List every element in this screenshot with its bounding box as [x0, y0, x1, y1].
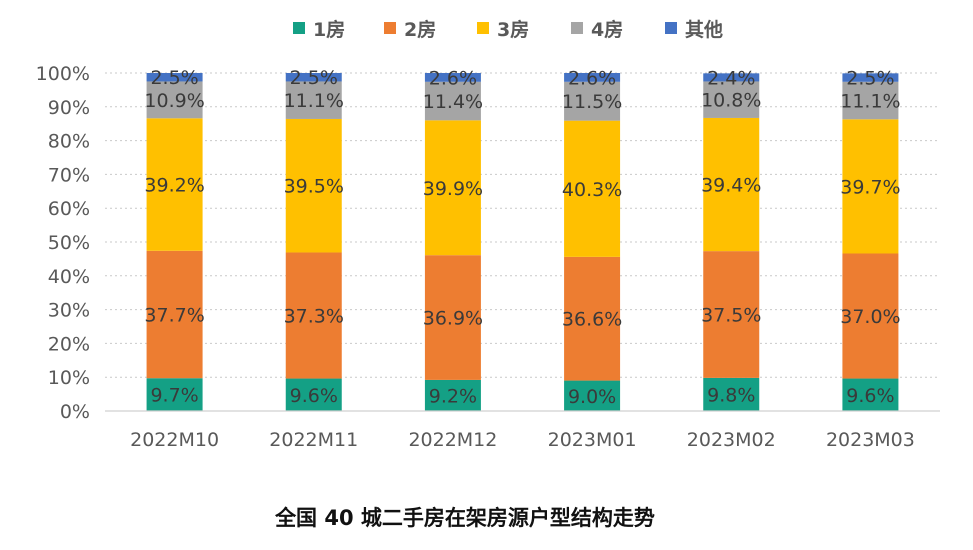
- data-label: 36.9%: [423, 308, 483, 330]
- bar-segment: [146, 118, 203, 251]
- bar-segment: [703, 117, 760, 252]
- bar-segment: [424, 255, 481, 380]
- legend: 1房 2房 3房 4房 其他: [293, 18, 723, 41]
- chart-caption: 全国 40 城二手房在架房源户型结构走势: [275, 506, 655, 530]
- data-labels: 9.7%37.7%39.2%10.9%2.5%9.6%37.3%39.5%11.…: [144, 67, 900, 408]
- data-label: 2.5%: [150, 67, 198, 89]
- legend-label: 1房: [313, 18, 345, 41]
- legend-label: 2房: [404, 18, 436, 41]
- bar-segment: [564, 81, 621, 121]
- data-label: 39.2%: [144, 175, 204, 197]
- data-label: 11.1%: [284, 90, 344, 112]
- bar-segment: [842, 253, 899, 379]
- legend-swatch: [293, 22, 305, 34]
- bar-segment: [703, 251, 760, 378]
- bar-segment: [424, 379, 481, 411]
- legend-label: 其他: [685, 18, 723, 41]
- data-label: 39.4%: [701, 175, 761, 197]
- y-tick-label: 20%: [48, 333, 90, 355]
- data-label: 9.6%: [846, 385, 894, 407]
- x-tick-label: 2023M02: [687, 429, 776, 451]
- gridlines: [105, 72, 940, 378]
- x-tick-label: 2022M11: [269, 429, 358, 451]
- bar-segment: [842, 73, 899, 82]
- axes: 0% 10% 20% 30% 40% 50% 60% 70% 80% 90% 100% 2022M10…: [36, 63, 940, 451]
- y-tick-label: 0%: [60, 401, 90, 423]
- legend-swatch: [477, 22, 489, 34]
- bar-segment: [564, 256, 621, 381]
- y-tick-label: 60%: [48, 198, 90, 220]
- data-label: 36.6%: [562, 309, 622, 331]
- data-label: 37.5%: [701, 305, 761, 327]
- data-label: 11.1%: [840, 91, 900, 113]
- bar-segment: [424, 73, 481, 82]
- bar-segment: [146, 378, 203, 411]
- x-tick-label: 2022M12: [408, 429, 497, 451]
- bar-segment: [424, 81, 481, 121]
- bar-segment: [285, 118, 342, 253]
- legend-swatch: [665, 22, 677, 34]
- data-label: 2.5%: [846, 68, 894, 90]
- bar-segment: [285, 378, 342, 411]
- bar-segment: [424, 120, 481, 256]
- y-tick-label: 30%: [48, 300, 90, 322]
- data-label: 37.3%: [284, 306, 344, 328]
- bar-segment: [703, 73, 760, 82]
- data-label: 39.5%: [284, 176, 344, 198]
- data-label: 9.2%: [429, 385, 477, 407]
- data-label: 40.3%: [562, 179, 622, 201]
- legend-swatch: [384, 22, 396, 34]
- data-label: 9.7%: [150, 385, 198, 407]
- data-label: 9.8%: [707, 384, 755, 406]
- bar-segment: [703, 377, 760, 411]
- bar-segment: [285, 73, 342, 82]
- y-tick-label: 100%: [36, 63, 90, 85]
- y-tick-label: 80%: [48, 131, 90, 153]
- y-tick-label: 40%: [48, 266, 90, 288]
- data-label: 39.7%: [840, 176, 900, 198]
- bars: [146, 73, 899, 411]
- data-label: 10.8%: [701, 90, 761, 112]
- x-tick-label: 2023M03: [826, 429, 915, 451]
- data-label: 37.7%: [144, 305, 204, 327]
- data-label: 10.9%: [144, 90, 204, 112]
- bar-segment: [146, 81, 203, 119]
- data-label: 11.5%: [562, 91, 622, 113]
- y-tick-label: 90%: [48, 97, 90, 119]
- bar-segment: [564, 120, 621, 257]
- data-label: 2.4%: [707, 67, 755, 89]
- data-label: 37.0%: [840, 306, 900, 328]
- bar-segment: [842, 378, 899, 411]
- bar-segment: [703, 81, 760, 118]
- bar-segment: [146, 250, 203, 379]
- legend-label: 4房: [591, 18, 623, 41]
- data-label: 9.6%: [290, 385, 338, 407]
- data-label: 9.0%: [568, 386, 616, 408]
- y-tick-label: 10%: [48, 367, 90, 389]
- x-tick-label: 2022M10: [130, 429, 219, 451]
- data-label: 2.5%: [290, 67, 338, 89]
- bar-segment: [564, 73, 621, 82]
- data-label: 39.9%: [423, 178, 483, 200]
- bar-segment: [842, 119, 899, 254]
- legend-label: 3房: [497, 18, 529, 41]
- bar-segment: [146, 73, 203, 82]
- x-tick-label: 2023M01: [548, 429, 637, 451]
- y-tick-label: 70%: [48, 164, 90, 186]
- data-label: 2.6%: [429, 67, 477, 89]
- bar-segment: [842, 81, 899, 120]
- data-label: 11.4%: [423, 91, 483, 113]
- y-tick-label: 50%: [48, 232, 90, 254]
- bar-segment: [285, 81, 342, 119]
- legend-swatch: [571, 22, 583, 34]
- data-label: 2.6%: [568, 67, 616, 89]
- bar-segment: [285, 252, 342, 379]
- bar-segment: [564, 380, 621, 411]
